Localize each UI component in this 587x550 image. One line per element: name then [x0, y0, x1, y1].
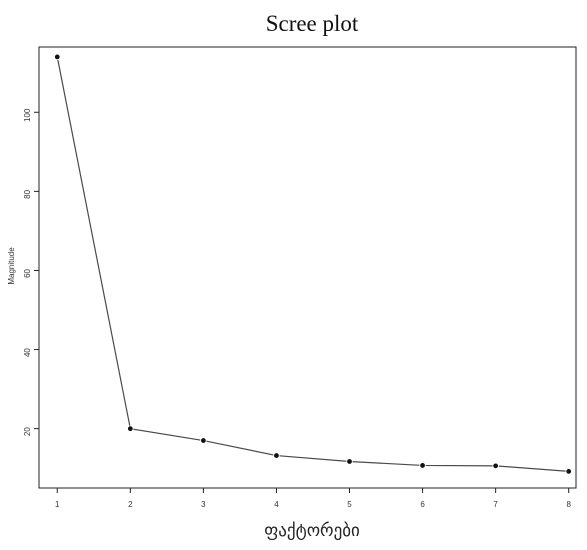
y-tick-label: 100 — [23, 108, 32, 122]
x-tick-label: 4 — [274, 500, 279, 509]
y-axis-label: Magnitude — [7, 247, 16, 285]
x-tick-label: 7 — [493, 500, 498, 509]
y-tick-label: 40 — [23, 348, 32, 357]
data-point — [346, 458, 353, 465]
x-tick-label: 8 — [566, 500, 571, 509]
y-tick-label: 20 — [23, 427, 32, 436]
y-tick-label: 60 — [23, 268, 32, 277]
data-point — [200, 437, 207, 444]
data-point — [492, 462, 499, 470]
data-point — [273, 452, 280, 459]
y-axis: 20 40 60 80 100 — [23, 108, 39, 436]
chart-title: Scree plot — [266, 11, 359, 36]
series-line — [56, 56, 569, 472]
x-axis-label: ფაქტორები — [264, 521, 360, 541]
x-tick-label: 2 — [128, 500, 133, 509]
data-point — [127, 425, 134, 432]
x-axis: 1 2 3 4 5 6 7 8 — [55, 488, 571, 509]
data-point — [54, 53, 61, 61]
x-tick-label: 6 — [420, 500, 425, 509]
plot-frame — [38, 46, 577, 489]
x-tick-label: 3 — [201, 500, 206, 509]
y-tick-label: 80 — [23, 189, 32, 198]
x-tick-label: 5 — [347, 500, 352, 509]
data-point — [565, 468, 572, 475]
x-tick-label: 1 — [55, 500, 60, 509]
data-point — [419, 462, 426, 469]
series-magnitude — [54, 53, 572, 475]
